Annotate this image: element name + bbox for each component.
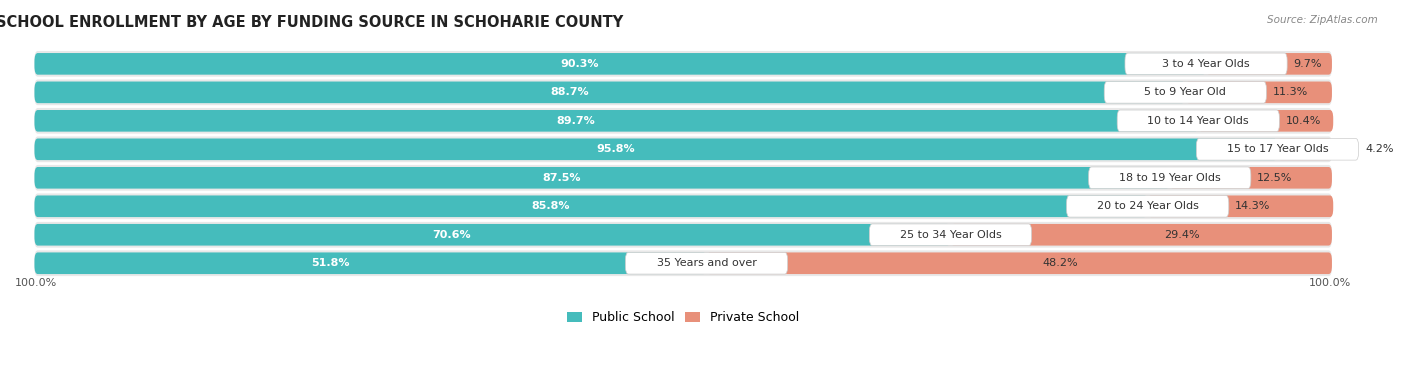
FancyBboxPatch shape: [35, 224, 950, 245]
FancyBboxPatch shape: [35, 193, 1331, 219]
Text: 29.4%: 29.4%: [1164, 230, 1199, 240]
Text: 87.5%: 87.5%: [543, 173, 581, 183]
FancyBboxPatch shape: [35, 250, 1331, 276]
Text: 100.0%: 100.0%: [1309, 278, 1351, 288]
Text: 85.8%: 85.8%: [531, 201, 569, 211]
Text: 70.6%: 70.6%: [433, 230, 471, 240]
Text: 90.3%: 90.3%: [561, 59, 599, 69]
FancyBboxPatch shape: [35, 108, 1331, 134]
Text: 48.2%: 48.2%: [1042, 258, 1077, 268]
Text: 11.3%: 11.3%: [1272, 87, 1308, 97]
Text: 14.3%: 14.3%: [1236, 201, 1271, 211]
FancyBboxPatch shape: [35, 136, 1331, 162]
FancyBboxPatch shape: [1104, 81, 1267, 103]
FancyBboxPatch shape: [869, 224, 1032, 245]
Text: 18 to 19 Year Olds: 18 to 19 Year Olds: [1119, 173, 1220, 183]
FancyBboxPatch shape: [950, 224, 1331, 245]
Text: 20 to 24 Year Olds: 20 to 24 Year Olds: [1097, 201, 1199, 211]
Text: Source: ZipAtlas.com: Source: ZipAtlas.com: [1267, 15, 1378, 25]
FancyBboxPatch shape: [626, 253, 787, 274]
Text: 5 to 9 Year Old: 5 to 9 Year Old: [1144, 87, 1226, 97]
FancyBboxPatch shape: [1197, 138, 1358, 160]
Text: 25 to 34 Year Olds: 25 to 34 Year Olds: [900, 230, 1001, 240]
FancyBboxPatch shape: [1278, 138, 1331, 160]
FancyBboxPatch shape: [1185, 81, 1331, 103]
FancyBboxPatch shape: [35, 138, 1278, 160]
Text: 35 Years and over: 35 Years and over: [657, 258, 756, 268]
Text: 10.4%: 10.4%: [1286, 116, 1322, 126]
Text: 3 to 4 Year Olds: 3 to 4 Year Olds: [1163, 59, 1250, 69]
Text: 89.7%: 89.7%: [557, 116, 595, 126]
FancyBboxPatch shape: [35, 80, 1331, 105]
FancyBboxPatch shape: [1147, 195, 1333, 217]
Text: 10 to 14 Year Olds: 10 to 14 Year Olds: [1147, 116, 1249, 126]
FancyBboxPatch shape: [35, 110, 1198, 132]
FancyBboxPatch shape: [35, 51, 1331, 77]
Text: 95.8%: 95.8%: [596, 144, 634, 154]
FancyBboxPatch shape: [1118, 110, 1279, 132]
FancyBboxPatch shape: [1170, 167, 1331, 188]
FancyBboxPatch shape: [35, 53, 1206, 75]
FancyBboxPatch shape: [35, 222, 1331, 248]
FancyBboxPatch shape: [35, 167, 1170, 188]
FancyBboxPatch shape: [707, 253, 1331, 274]
Text: SCHOOL ENROLLMENT BY AGE BY FUNDING SOURCE IN SCHOHARIE COUNTY: SCHOOL ENROLLMENT BY AGE BY FUNDING SOUR…: [0, 15, 623, 30]
Text: 15 to 17 Year Olds: 15 to 17 Year Olds: [1226, 144, 1329, 154]
FancyBboxPatch shape: [1125, 53, 1286, 75]
Text: 88.7%: 88.7%: [550, 87, 589, 97]
FancyBboxPatch shape: [1206, 53, 1331, 75]
Text: 51.8%: 51.8%: [311, 258, 349, 268]
Legend: Public School, Private School: Public School, Private School: [562, 306, 804, 329]
FancyBboxPatch shape: [35, 195, 1147, 217]
FancyBboxPatch shape: [1067, 195, 1229, 217]
FancyBboxPatch shape: [35, 165, 1331, 191]
Text: 100.0%: 100.0%: [15, 278, 58, 288]
Text: 12.5%: 12.5%: [1257, 173, 1292, 183]
Text: 9.7%: 9.7%: [1294, 59, 1322, 69]
FancyBboxPatch shape: [1198, 110, 1333, 132]
Text: 4.2%: 4.2%: [1365, 144, 1393, 154]
FancyBboxPatch shape: [35, 81, 1185, 103]
FancyBboxPatch shape: [1088, 167, 1251, 188]
FancyBboxPatch shape: [35, 253, 707, 274]
